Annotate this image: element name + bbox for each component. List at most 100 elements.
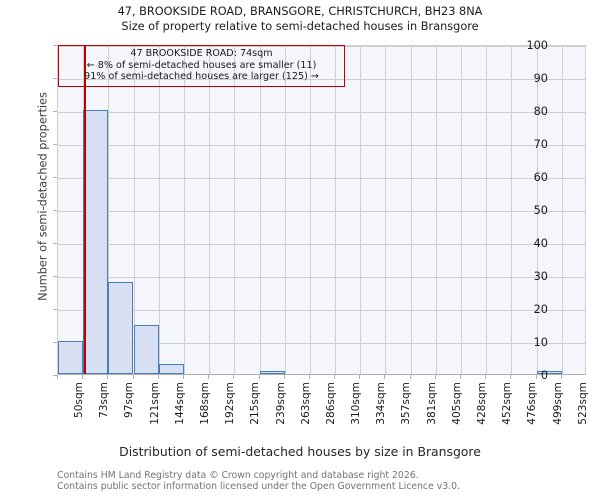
histogram-bar xyxy=(58,341,83,374)
x-axis-tick-mark xyxy=(384,375,385,379)
x-axis-tick-label: 192sqm xyxy=(224,382,236,425)
x-axis-tick-mark xyxy=(561,375,562,379)
y-axis-tick-mark xyxy=(53,210,57,211)
x-axis-tick-mark xyxy=(233,375,234,379)
y-axis-tick-label: 0 xyxy=(540,369,548,382)
x-axis-tick-label: 381sqm xyxy=(426,382,438,425)
y-axis-tick-mark xyxy=(53,375,57,376)
y-axis-tick-mark xyxy=(53,342,57,343)
histogram-bar xyxy=(108,281,133,374)
gridline-horizontal xyxy=(58,46,585,47)
x-axis-tick-label: 499sqm xyxy=(552,382,564,425)
gridline-vertical xyxy=(562,46,563,374)
y-axis-title: Number of semi-detached properties xyxy=(36,92,50,301)
marker-layer xyxy=(58,46,585,374)
gridline-horizontal xyxy=(58,343,585,344)
x-axis-tick-label: 476sqm xyxy=(526,382,538,425)
gridline-horizontal xyxy=(58,178,585,179)
y-axis-tick-mark xyxy=(53,309,57,310)
x-axis-tick-mark xyxy=(435,375,436,379)
gridline-vertical xyxy=(134,46,135,374)
footer-line-ogl-licence: Contains public sector information licen… xyxy=(57,481,460,492)
gridline-vertical xyxy=(209,46,210,374)
gridline-vertical xyxy=(537,46,538,374)
x-axis-tick-label: 452sqm xyxy=(501,382,513,425)
x-axis-tick-mark xyxy=(460,375,461,379)
y-axis-tick-label: 20 xyxy=(533,303,548,316)
y-axis-tick-mark xyxy=(53,111,57,112)
y-axis-tick-mark xyxy=(53,276,57,277)
gridline-vertical xyxy=(385,46,386,374)
y-axis-tick-label: 50 xyxy=(533,204,548,217)
x-axis-tick-mark xyxy=(107,375,108,379)
histogram-plot-area xyxy=(57,45,586,375)
x-axis-tick-label: 263sqm xyxy=(300,382,312,425)
y-axis-tick-label: 100 xyxy=(526,39,548,52)
x-axis-tick-label: 310sqm xyxy=(350,382,362,425)
x-axis-tick-label: 428sqm xyxy=(476,382,488,425)
gridline-horizontal xyxy=(58,79,585,80)
gridline-horizontal xyxy=(58,145,585,146)
y-axis-tick-mark xyxy=(53,243,57,244)
gridline-horizontal xyxy=(58,244,585,245)
x-axis-tick-mark xyxy=(208,375,209,379)
annotation-line-property: 47 BROOKSIDE ROAD: 74sqm xyxy=(130,48,273,59)
y-axis-tick-mark xyxy=(53,78,57,79)
x-axis-tick-mark xyxy=(82,375,83,379)
property-size-marker-line xyxy=(84,46,87,374)
x-axis-tick-mark xyxy=(410,375,411,379)
bars-layer xyxy=(58,46,585,374)
gridline-vertical xyxy=(310,46,311,374)
y-axis-tick-label: 60 xyxy=(533,171,548,184)
gridline-vertical xyxy=(335,46,336,374)
x-axis-tick-mark xyxy=(259,375,260,379)
x-axis-tick-mark xyxy=(158,375,159,379)
gridline-vertical xyxy=(411,46,412,374)
x-axis-tick-mark xyxy=(57,375,58,379)
histogram-bar xyxy=(537,370,562,374)
x-axis-tick-label: 405sqm xyxy=(451,382,463,425)
x-axis-tick-label: 334sqm xyxy=(375,382,387,425)
gridline-vertical xyxy=(260,46,261,374)
x-axis-tick-mark xyxy=(133,375,134,379)
x-axis-tick-mark xyxy=(510,375,511,379)
x-axis-tick-label: 239sqm xyxy=(275,382,287,425)
page-title: 47, BROOKSIDE ROAD, BRANSGORE, CHRISTCHU… xyxy=(117,5,483,18)
gridline-vertical xyxy=(461,46,462,374)
x-axis-tick-mark xyxy=(536,375,537,379)
gridline-horizontal xyxy=(58,310,585,311)
gridline-vertical xyxy=(436,46,437,374)
gridline-vertical xyxy=(360,46,361,374)
chart-title-block: 47, BROOKSIDE ROAD, BRANSGORE, CHRISTCHU… xyxy=(0,4,600,35)
gridline-vertical xyxy=(234,46,235,374)
y-axis-tick-label: 90 xyxy=(533,72,548,85)
x-axis-tick-label: 523sqm xyxy=(577,382,589,425)
histogram-bar xyxy=(260,370,285,374)
property-annotation-box: 47 BROOKSIDE ROAD: 74sqm ← 8% of semi-de… xyxy=(58,45,345,87)
x-axis-tick-label: 121sqm xyxy=(149,382,161,425)
attribution-footer: Contains HM Land Registry data © Crown c… xyxy=(57,470,597,492)
x-axis-tick-label: 215sqm xyxy=(249,382,261,425)
y-axis-tick-mark xyxy=(53,45,57,46)
grid-layer xyxy=(58,46,585,374)
x-axis-tick-label: 286sqm xyxy=(325,382,337,425)
y-axis-tick-label: 40 xyxy=(533,237,548,250)
gridline-vertical xyxy=(159,46,160,374)
gridline-horizontal xyxy=(58,277,585,278)
x-axis-tick-mark xyxy=(284,375,285,379)
x-axis-tick-label: 97sqm xyxy=(123,382,135,419)
x-axis-tick-label: 73sqm xyxy=(98,382,110,419)
x-axis-tick-mark xyxy=(334,375,335,379)
y-axis-tick-label: 70 xyxy=(533,138,548,151)
x-axis-tick-label: 168sqm xyxy=(199,382,211,425)
y-axis-tick-label: 10 xyxy=(533,336,548,349)
x-axis-tick-mark xyxy=(359,375,360,379)
chart-subtitle: Size of property relative to semi-detach… xyxy=(121,20,479,33)
gridline-horizontal xyxy=(58,211,585,212)
x-axis-tick-label: 357sqm xyxy=(400,382,412,425)
gridline-vertical xyxy=(184,46,185,374)
x-axis-tick-mark xyxy=(485,375,486,379)
x-axis-tick-mark xyxy=(309,375,310,379)
x-axis-title: Distribution of semi-detached houses by … xyxy=(119,444,481,459)
gridline-vertical xyxy=(285,46,286,374)
